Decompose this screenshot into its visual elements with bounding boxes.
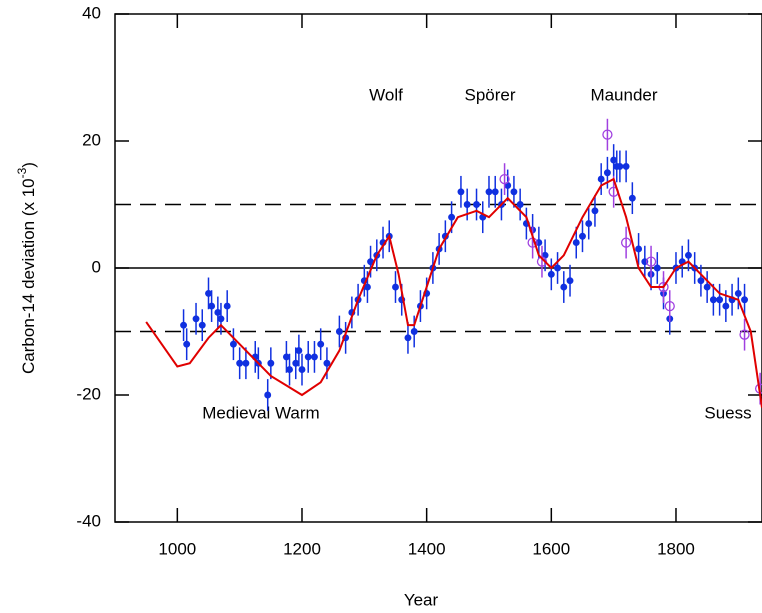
data-point: [363, 283, 371, 291]
data-point: [323, 359, 331, 367]
annotation: Spörer: [464, 85, 515, 104]
fit-line: [145, 177, 762, 408]
y-tick-label: -40: [76, 511, 101, 530]
data-point: [491, 188, 499, 196]
data-point: [547, 270, 555, 278]
data-point: [392, 283, 399, 291]
data-point: [716, 296, 724, 304]
data-point: [267, 359, 275, 367]
y-tick-label: 20: [82, 130, 101, 149]
x-tick-label: 1200: [283, 539, 321, 558]
data-point: [516, 201, 524, 208]
data-point: [610, 156, 618, 164]
annotation: Suess: [704, 403, 751, 422]
data-point: [282, 353, 290, 361]
data-point: [205, 289, 212, 297]
data-point: [311, 353, 318, 361]
x-tick-label: 1000: [158, 539, 196, 558]
data-point: [217, 315, 225, 323]
data-point: [653, 264, 661, 272]
data-point: [684, 251, 692, 259]
annotation: Maunder: [590, 85, 657, 104]
open-point: [664, 300, 675, 312]
data-point: [183, 340, 191, 348]
x-axis-label: Year: [404, 590, 439, 609]
data-point: [709, 296, 717, 304]
data-point: [635, 245, 643, 253]
data-point: [286, 366, 293, 374]
data-point: [229, 340, 237, 348]
data-point: [473, 201, 480, 208]
x-tick-label: 1400: [408, 539, 446, 558]
data-point: [741, 296, 748, 304]
data-point: [192, 315, 200, 323]
data-point: [622, 162, 630, 170]
data-point: [223, 302, 231, 310]
data-point: [628, 194, 636, 202]
annotation: Medieval Warm: [202, 403, 319, 422]
data-point: [560, 283, 568, 291]
data-point: [264, 391, 272, 399]
data-point: [198, 321, 206, 329]
data-point: [236, 359, 244, 367]
data-point: [208, 302, 216, 310]
y-label-sup: -3: [15, 167, 29, 178]
data-point: [597, 175, 605, 183]
open-point: [739, 329, 750, 340]
data-point: [697, 277, 705, 285]
data-point: [485, 188, 493, 196]
data-point: [410, 328, 418, 335]
data-point: [304, 353, 312, 361]
data-point: [572, 239, 580, 247]
annotation: Wolf: [369, 85, 403, 104]
data-point: [591, 207, 599, 215]
open-point: [645, 256, 657, 267]
data-point: [554, 264, 562, 272]
data-point: [579, 232, 586, 240]
data-point: [335, 328, 343, 335]
data-point: [616, 162, 624, 170]
data-point: [180, 321, 188, 329]
open-point: [620, 237, 632, 248]
x-tick-label: 1600: [532, 539, 570, 558]
y-tick-label: 40: [82, 3, 101, 22]
data-point: [404, 334, 412, 342]
data-point: [463, 201, 471, 208]
y-label-end: ): [19, 162, 38, 168]
data-point: [566, 277, 574, 285]
y-tick-label: 0: [92, 257, 101, 276]
data-point: [603, 169, 611, 177]
data-point: [448, 213, 456, 221]
data-point: [295, 347, 303, 354]
open-point: [499, 173, 510, 185]
y-tick-label: -20: [76, 384, 101, 403]
data-point: [292, 359, 300, 367]
data-point: [703, 283, 711, 291]
data-point: [317, 340, 325, 348]
x-tick-label: 1800: [657, 539, 695, 558]
data-point: [214, 309, 222, 316]
y-label-text: Carbon-14 deviation (x 10: [19, 178, 38, 374]
data-point: [585, 220, 593, 227]
data-point: [510, 188, 518, 196]
data-point: [298, 366, 306, 374]
data-point: [457, 188, 465, 196]
data-point: [722, 302, 730, 310]
y-axis-label: Carbon-14 deviation (x 10-3): [15, 162, 38, 374]
data-point: [734, 289, 742, 297]
open-point: [602, 129, 613, 140]
data-point: [242, 359, 250, 367]
